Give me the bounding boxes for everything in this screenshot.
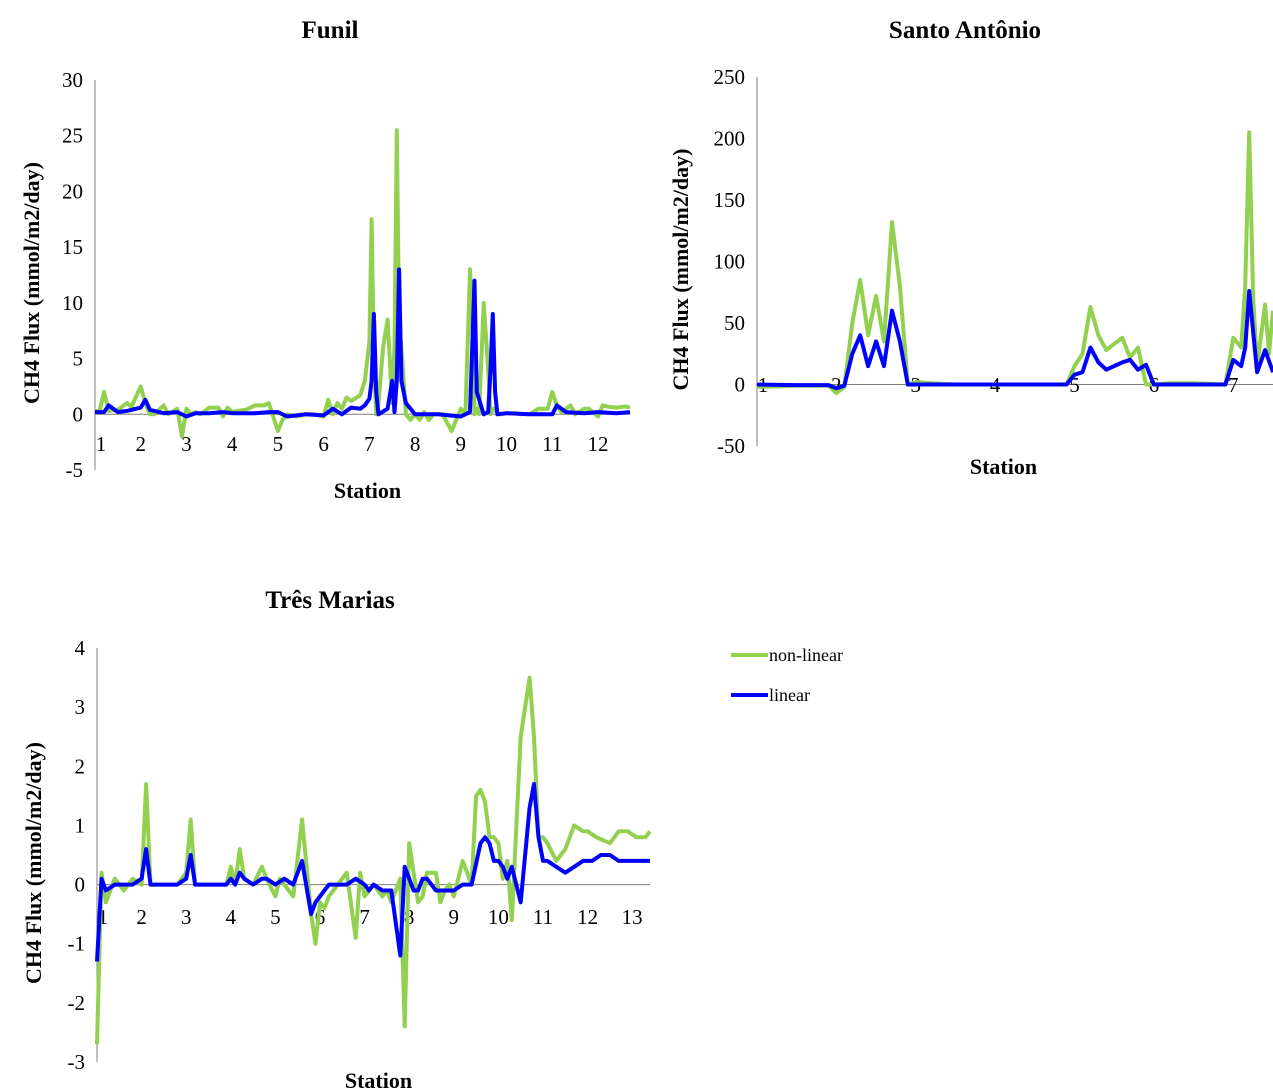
y-tick-label: 10	[62, 291, 83, 315]
legend-label-linear: linear	[769, 685, 810, 705]
y-tick-label: -50	[717, 434, 745, 458]
y-tick-label: 2	[75, 754, 86, 778]
x-tick-label: 13	[622, 905, 643, 929]
x-tick-label: 3	[181, 432, 192, 456]
series-line-linear	[95, 267, 631, 419]
x-tick-label: 10	[488, 905, 509, 929]
y-tick-label: -2	[68, 991, 86, 1015]
x-tick-label: 1	[96, 432, 107, 456]
y-axis-label: CH4 Flux (mmol/m2/day)	[21, 742, 46, 984]
y-tick-label: 250	[714, 65, 746, 89]
y-tick-label: 200	[714, 127, 746, 151]
x-tick-label: 9	[456, 432, 467, 456]
y-tick-label: 5	[73, 347, 84, 371]
y-axis-label: CH4 Flux (mmol/m2/day)	[19, 162, 44, 404]
x-tick-label: 11	[542, 432, 562, 456]
y-tick-label: 50	[724, 311, 745, 335]
x-tick-label: 5	[273, 432, 284, 456]
y-axis-label: CH4 Flux (mmol/m2/day)	[668, 149, 693, 391]
x-axis-label: Station	[970, 454, 1037, 479]
y-tick-label: 1	[75, 813, 86, 837]
x-tick-label: 3	[181, 905, 192, 929]
series-line-linear	[95, 782, 650, 962]
y-tick-label: -5	[66, 458, 84, 482]
y-tick-label: 0	[75, 873, 86, 897]
y-tick-label: 150	[714, 188, 746, 212]
series-line-non-linear	[95, 675, 652, 1045]
x-tick-label: 11	[533, 905, 553, 929]
x-tick-label: 4	[227, 432, 238, 456]
x-axis-label: Station	[334, 478, 401, 503]
y-tick-label: 25	[62, 124, 83, 148]
x-tick-label: 6	[318, 432, 329, 456]
series-line-non-linear	[95, 128, 631, 439]
x-tick-label: 7	[1228, 373, 1239, 397]
y-tick-label: 0	[735, 373, 746, 397]
series-line-non-linear	[756, 130, 1273, 396]
x-tick-label: 12	[587, 432, 608, 456]
x-tick-label: 7	[359, 905, 370, 929]
y-tick-label: -3	[68, 1050, 86, 1074]
x-tick-label: 9	[449, 905, 460, 929]
x-tick-label: 5	[270, 905, 281, 929]
x-tick-label: 2	[136, 905, 147, 929]
x-tick-label: 8	[410, 432, 421, 456]
x-tick-label: 2	[831, 373, 842, 397]
chart-title: Santo Antônio	[889, 17, 1041, 44]
x-tick-label: 2	[135, 432, 146, 456]
series-line-linear	[756, 289, 1273, 391]
x-tick-label: 1	[98, 905, 109, 929]
legend: non-linear linear	[731, 645, 843, 705]
y-tick-label: 3	[75, 695, 86, 719]
y-tick-label: 20	[62, 179, 83, 203]
y-tick-label: 15	[62, 235, 83, 259]
y-tick-label: -1	[68, 932, 86, 956]
x-tick-label: 7	[364, 432, 375, 456]
x-axis-label: Station	[345, 1068, 412, 1090]
x-tick-label: 4	[226, 905, 237, 929]
legend-label-non-linear: non-linear	[769, 645, 843, 665]
y-tick-label: 30	[62, 68, 83, 92]
x-tick-label: 5	[1069, 373, 1080, 397]
y-tick-label: 4	[75, 636, 86, 660]
y-tick-label: 0	[73, 402, 84, 426]
chart-title: Funil	[302, 17, 359, 44]
y-tick-label: 100	[714, 250, 746, 274]
x-tick-label: 12	[577, 905, 598, 929]
x-tick-label: 10	[496, 432, 517, 456]
chart-title: Três Marias	[265, 587, 395, 614]
